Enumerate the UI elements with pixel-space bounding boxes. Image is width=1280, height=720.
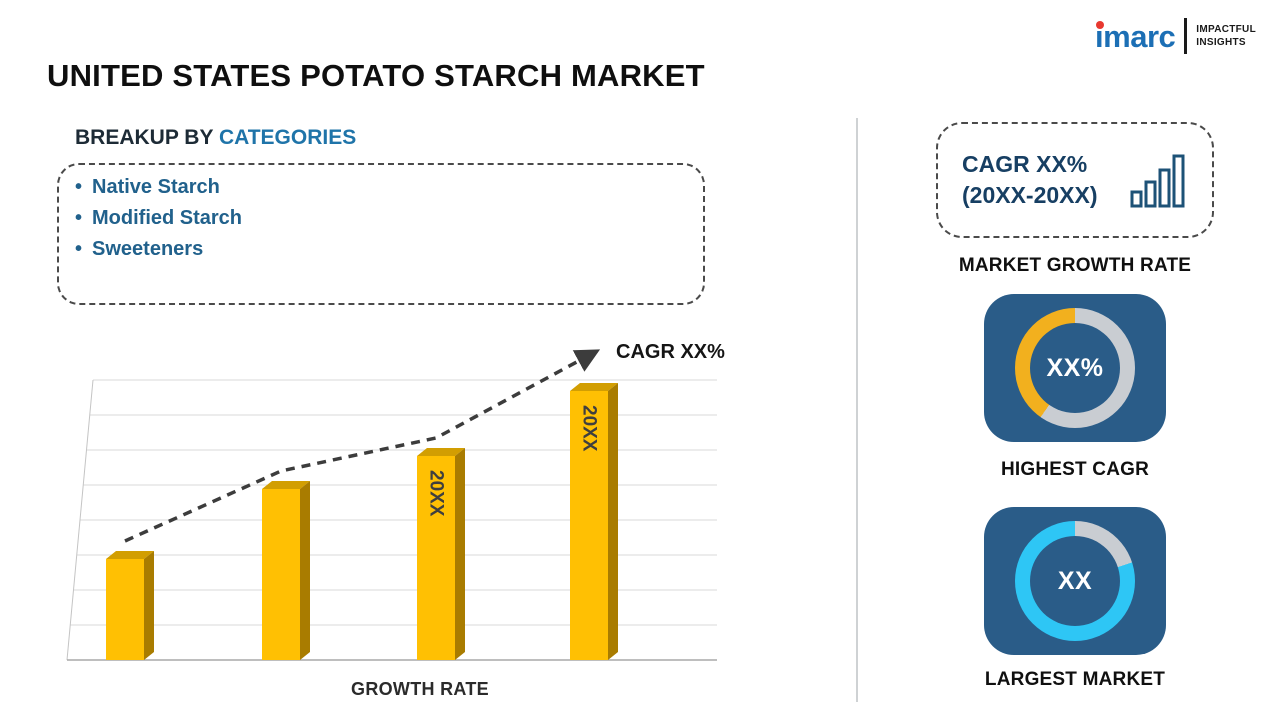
growth-rate-bar-chart: 20XX 20XX <box>66 349 717 661</box>
breakup-heading: BREAKUP BY CATEGORIES <box>75 126 356 150</box>
logo-divider <box>1184 18 1188 54</box>
breakup-heading-highlight: CATEGORIES <box>218 126 357 149</box>
cagr-box: CAGR XX% (20XX-20XX) <box>936 122 1214 238</box>
list-item: • Native Starch <box>75 172 242 203</box>
logo-tagline-line1: IMPACTFUL <box>1196 24 1256 35</box>
chart-bars-and-trend: 20XX 20XX <box>106 349 618 660</box>
page-title: UNITED STATES POTATO STARCH MARKET <box>47 58 705 93</box>
breakup-heading-prefix: BREAKUP BY <box>75 126 219 149</box>
market-growth-rate-label: MARKET GROWTH RATE <box>958 255 1192 276</box>
largest-market-value: XX <box>1030 536 1120 626</box>
bullet-marker: • <box>75 238 83 260</box>
logo-tagline: IMPACTFUL INSIGHTS <box>1196 23 1256 49</box>
imarc-logo-text: imarc <box>1095 18 1176 54</box>
bullet-marker: • <box>75 207 83 229</box>
largest-market-card: XX <box>984 507 1166 655</box>
svg-text:20XX: 20XX <box>579 405 600 452</box>
cagr-box-line1: CAGR XX% <box>962 150 1088 177</box>
categories-list: • Native Starch • Modified Starch • Swee… <box>75 172 242 265</box>
category-label: Native Starch <box>92 176 220 198</box>
cagr-box-text: CAGR XX% (20XX-20XX) <box>962 149 1098 211</box>
trend-cagr-label: CAGR XX% <box>616 341 725 363</box>
ascending-bars-icon <box>1130 154 1185 208</box>
chart-gridlines <box>66 379 717 661</box>
list-item: • Modified Starch <box>75 203 242 234</box>
largest-market-donut-chart: XX <box>1015 521 1135 641</box>
bullet-marker: • <box>75 176 83 198</box>
category-label: Modified Starch <box>92 207 243 229</box>
logo-tagline-line2: INSIGHTS <box>1196 37 1246 48</box>
highest-cagr-label: HIGHEST CAGR <box>1000 459 1150 480</box>
largest-market-label: LARGEST MARKET <box>984 669 1166 690</box>
list-item: • Sweeteners <box>75 234 242 265</box>
highest-cagr-donut-chart: XX% <box>1015 308 1135 428</box>
imarc-logo-wordmark: imarc <box>1095 18 1176 54</box>
cagr-box-line2: (20XX-20XX) <box>962 182 1098 208</box>
categories-box <box>57 163 705 305</box>
category-label: Sweeteners <box>92 238 204 260</box>
vertical-divider <box>856 118 858 702</box>
highest-cagr-value: XX% <box>1030 323 1120 413</box>
imarc-logo-red-dot-icon <box>1096 20 1105 29</box>
highest-cagr-card: XX% <box>984 294 1166 442</box>
x-axis-label: GROWTH RATE <box>351 679 489 699</box>
imarc-logo: imarc IMPACTFUL INSIGHTS <box>1095 18 1256 54</box>
svg-text:20XX: 20XX <box>426 470 447 517</box>
